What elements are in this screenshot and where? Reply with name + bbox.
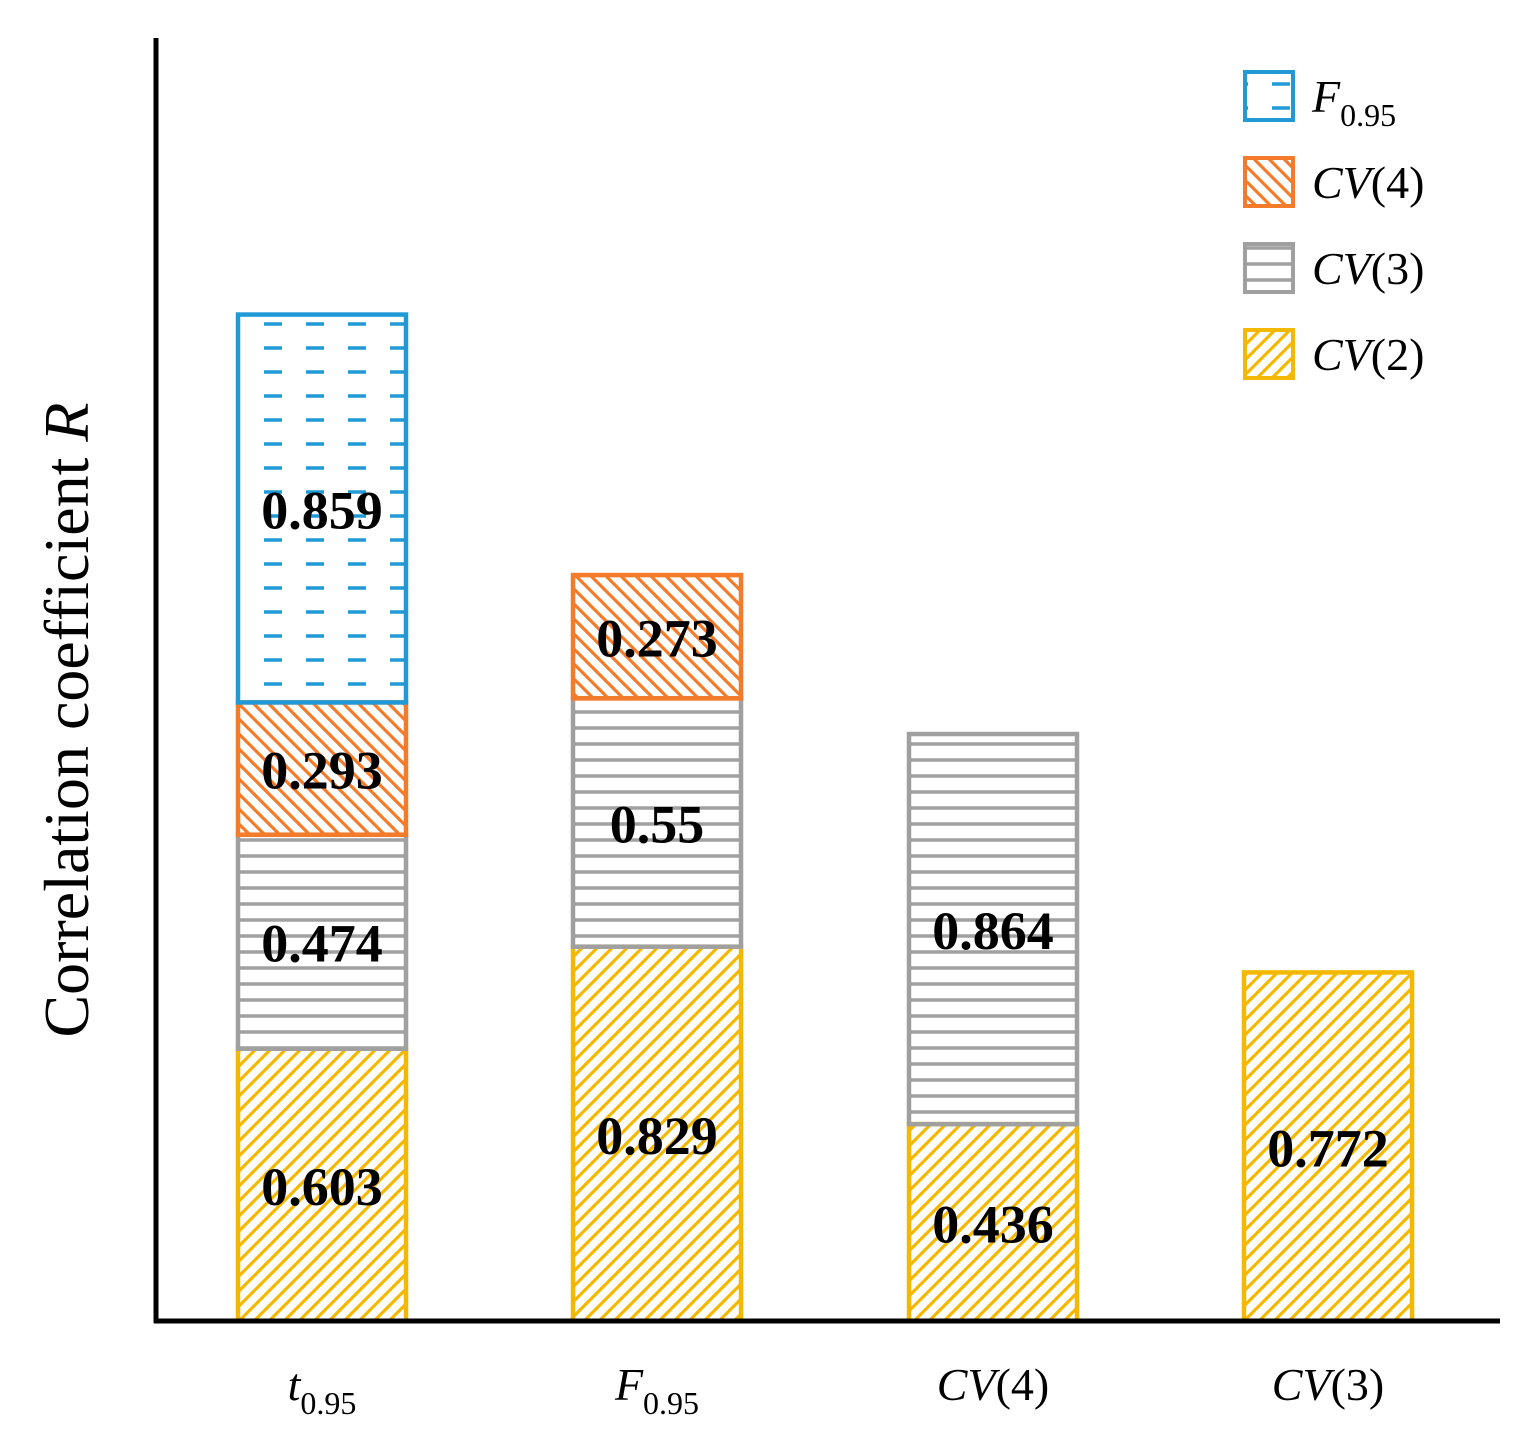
value-label-cv-3-cat2: 0.55	[610, 795, 705, 855]
legend-swatch-cv-4	[1243, 156, 1295, 208]
legend-label-cv-4: CV(4)	[1312, 157, 1424, 208]
legend: F0.95 CV(4) CV(3) CV(2)	[1243, 70, 1424, 380]
legend-label-cv-3: CV(3)	[1312, 243, 1424, 294]
bar-segment-cv-2-cat4	[1241, 970, 1415, 1324]
value-labels-layer: 0.603 0.474 0.293 0.859 0.829 0.55 0.273 0.436 0…	[261, 480, 1389, 1254]
value-label-cv-2-cat4: 0.772	[1267, 1119, 1389, 1179]
value-label-cv-3-cat3: 0.864	[932, 901, 1054, 961]
value-label-cv-4-cat2: 0.273	[596, 609, 718, 669]
y-axis-title-text: Correlation coefficient	[31, 442, 102, 1038]
value-label-cv-4-cat1: 0.293	[261, 741, 383, 801]
legend-swatch-cv-2	[1243, 328, 1295, 380]
bar-segment-cv-2-cat1	[235, 1046, 409, 1324]
value-label-f0-95-cat1: 0.859	[261, 480, 383, 540]
x-tick-label: t0.95	[288, 1359, 357, 1421]
x-tick-label: CV(4)	[937, 1359, 1049, 1410]
bar-segment-f0-95-cat1	[235, 312, 409, 705]
x-tick-labels: t0.95 F0.95 CV(4) CV(3)	[288, 1359, 1385, 1421]
legend-label-cv-2: CV(2)	[1312, 329, 1424, 380]
value-label-cv-2-cat3: 0.436	[932, 1195, 1054, 1255]
bar-segment-cv-4-cat2	[570, 572, 744, 701]
bars-layer	[235, 312, 1415, 1324]
bar-segment-cv-3-cat1	[235, 832, 409, 1051]
value-label-cv-2-cat1: 0.603	[261, 1157, 383, 1217]
x-tick-label: F0.95	[614, 1359, 699, 1421]
y-axis-title: Correlation coefficient R	[31, 403, 102, 1038]
value-label-cv-2-cat2: 0.829	[596, 1106, 718, 1166]
legend-swatch-f0-95	[1243, 70, 1295, 122]
bar-segment-cv-2-cat3	[906, 1121, 1080, 1324]
x-tick-label: CV(3)	[1272, 1359, 1384, 1410]
value-label-cv-3-cat1: 0.474	[261, 914, 383, 974]
legend-swatch-cv-3	[1243, 242, 1295, 294]
y-axis-title-symbol: R	[31, 403, 102, 443]
svg-text:Correlation coefficient R: Correlation coefficient R	[31, 403, 102, 1038]
bar-segment-cv-3-cat2	[570, 696, 744, 949]
bar-segment-cv-3-cat3	[906, 731, 1080, 1127]
legend-label-f0-95: F0.95	[1311, 71, 1396, 133]
